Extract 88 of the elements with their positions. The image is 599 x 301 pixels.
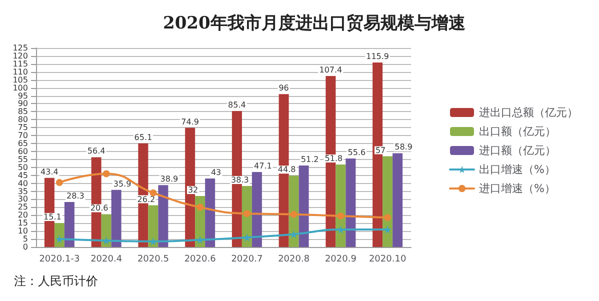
- x-tick-label: 2020.8: [278, 254, 310, 264]
- point: [196, 204, 204, 211]
- y-tick-label: 50: [18, 162, 28, 172]
- legend-label: 进口增速（%）: [479, 182, 556, 195]
- data-label: 51.8: [324, 154, 343, 164]
- data-label: 74.9: [181, 117, 199, 126]
- data-label: 65.1: [134, 132, 152, 142]
- y-tick-label: 105: [12, 75, 28, 84]
- y-tick-label: 35: [18, 186, 28, 196]
- data-label: 26.2: [137, 194, 156, 204]
- y-tick-label: 20: [18, 210, 28, 220]
- point: [384, 214, 392, 222]
- y-tick-label: 60: [18, 146, 28, 156]
- data-label: 43: [210, 168, 222, 178]
- y-tick-label: 25: [18, 202, 28, 212]
- data-label: 38.3: [231, 176, 249, 185]
- bar: [382, 156, 393, 247]
- bar: [158, 185, 168, 247]
- y-tick-label: 5: [22, 234, 28, 244]
- legend-label: 出口增速（%）: [479, 163, 556, 176]
- point: [290, 210, 298, 218]
- y-tick-label: 115: [12, 59, 28, 68]
- legend-label: 进口额（亿元）: [479, 144, 556, 157]
- y-tick-label: 80: [18, 115, 28, 124]
- data-label: 85.4: [228, 100, 246, 110]
- bar: [392, 153, 403, 247]
- y-tick-label: 65: [18, 139, 28, 148]
- data-label: 55.6: [348, 148, 366, 157]
- data-label: 115.9: [366, 52, 390, 61]
- x-tick-label: 2020.9: [324, 254, 357, 264]
- bar: [101, 214, 112, 247]
- data-label: 44.8: [278, 165, 296, 174]
- bar: [111, 190, 122, 247]
- data-label: 96: [278, 84, 289, 93]
- x-tick-label: 2020.6: [184, 254, 216, 264]
- chart-title: 2020年我市月度进出口贸易规模与增速: [163, 14, 466, 34]
- y-tick-label: 55: [18, 154, 28, 164]
- y-tick-label: 70: [18, 131, 28, 140]
- point: [196, 236, 204, 244]
- y-tick-label: 10: [18, 226, 28, 236]
- y-tick-label: 100: [12, 83, 28, 92]
- y-tick-label: 75: [18, 123, 28, 132]
- legend-label: 进出口总额（亿元）: [479, 106, 578, 119]
- point: [102, 170, 110, 178]
- data-label: 20.6: [90, 204, 108, 213]
- data-label: 51.2: [300, 154, 319, 164]
- bar: [148, 205, 158, 247]
- data-label: 32: [188, 186, 198, 195]
- y-tick-label: 120: [12, 51, 28, 60]
- x-tick-label: 2020.1-3: [39, 254, 80, 264]
- data-label: 43.4: [40, 167, 58, 176]
- data-label: 15.1: [44, 212, 62, 222]
- y-tick-label: 95: [18, 91, 28, 100]
- data-label: 57: [375, 146, 386, 155]
- bar: [64, 202, 74, 247]
- bar: [298, 165, 309, 247]
- y-tick-label: 90: [18, 99, 28, 108]
- y-tick-label: 30: [18, 194, 28, 204]
- text: 注：人民币计价: [14, 274, 98, 288]
- y-tick-label: 40: [18, 178, 28, 188]
- bar: [372, 62, 383, 247]
- bar: [346, 158, 356, 247]
- y-tick-label: 110: [12, 67, 28, 76]
- data-label: 28.3: [66, 191, 84, 200]
- legend-label: 出口额（亿元）: [479, 125, 556, 138]
- point: [337, 212, 344, 220]
- x-tick-label: 2020.10: [368, 254, 406, 264]
- data-label: 56.4: [87, 146, 106, 156]
- point: [150, 189, 157, 196]
- data-label: 38.9: [160, 174, 178, 184]
- x-tick-label: 2020.4: [90, 254, 122, 264]
- bar: [252, 172, 262, 247]
- y-tick-label: 85: [18, 107, 28, 116]
- bar: [336, 164, 346, 247]
- data-label: 107.4: [319, 66, 342, 75]
- point: [56, 179, 63, 186]
- data-label: 35.9: [113, 179, 132, 188]
- point: [243, 210, 250, 218]
- y-tick-label: 0: [22, 242, 28, 252]
- y-tick-label: 15: [18, 218, 28, 228]
- data-label: 58.9: [394, 142, 412, 152]
- x-tick-label: 2020.7: [231, 254, 263, 264]
- y-tick-label: 45: [18, 170, 28, 180]
- y-tick-label: 125: [12, 44, 28, 52]
- data-label: 47.1: [254, 162, 272, 171]
- bar: [185, 128, 196, 247]
- x-tick-label: 2020.5: [137, 254, 169, 264]
- bar: [205, 178, 216, 247]
